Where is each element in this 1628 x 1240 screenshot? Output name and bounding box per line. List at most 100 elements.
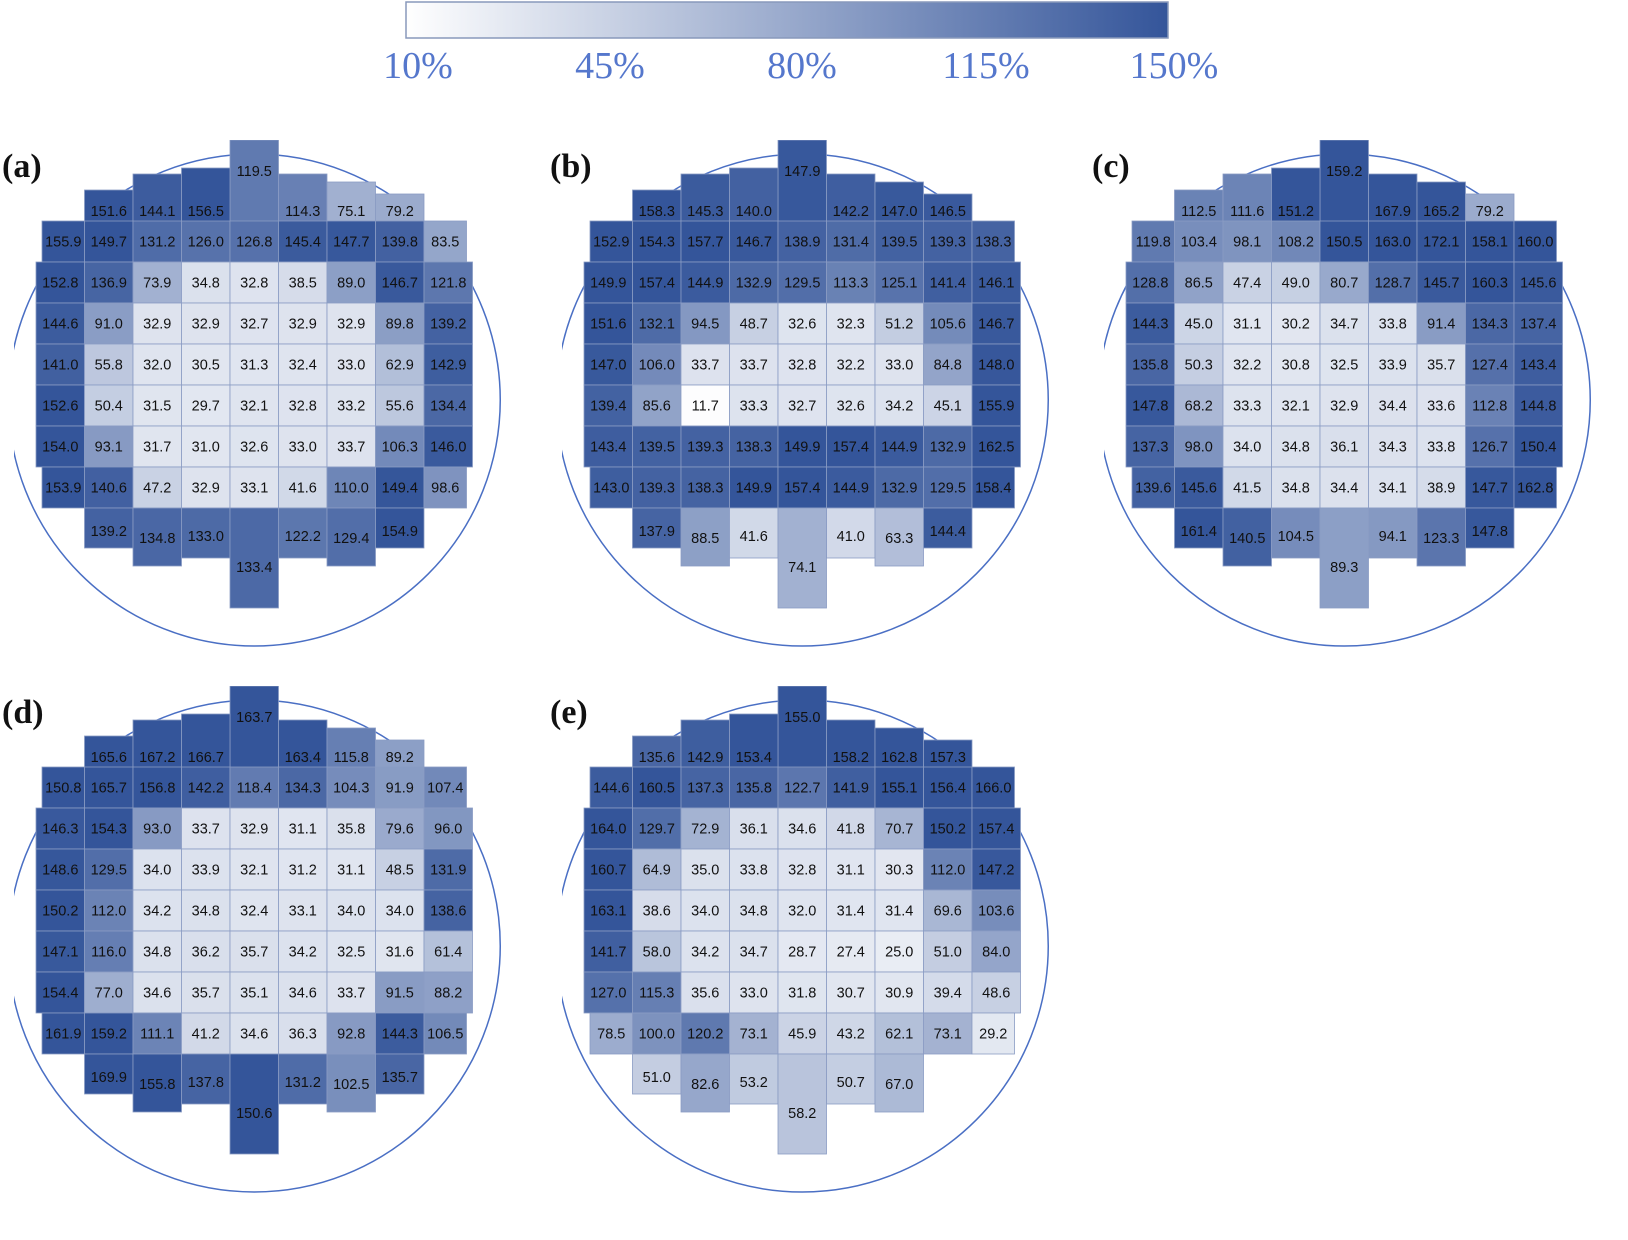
heatmap-cell bbox=[971, 302, 1021, 345]
heatmap-cell bbox=[84, 1012, 134, 1055]
heatmap-cell bbox=[632, 930, 682, 973]
heatmap-cell-value: 135.8 bbox=[736, 781, 772, 797]
heatmap-cell-value: 30.2 bbox=[1282, 317, 1310, 333]
heatmap-cell bbox=[1319, 139, 1369, 229]
heatmap-cell-value: 126.8 bbox=[236, 235, 272, 251]
heatmap-cell bbox=[375, 848, 425, 891]
heatmap-cell bbox=[729, 466, 779, 509]
heatmap-cell-value: 129.7 bbox=[639, 822, 675, 838]
heatmap-cell-value: 149.9 bbox=[736, 481, 772, 497]
heatmap-cell-value: 156.8 bbox=[139, 781, 175, 797]
heatmap-cell-value: 79.2 bbox=[386, 204, 414, 220]
heatmap-cell-value: 34.0 bbox=[386, 904, 414, 920]
heatmap-cell bbox=[84, 261, 134, 304]
heatmap-cell-value: 96.0 bbox=[434, 822, 462, 838]
heatmap-cell-value: 147.2 bbox=[978, 863, 1014, 879]
heatmap-cell bbox=[680, 507, 730, 567]
heatmap-cell bbox=[826, 425, 876, 468]
heatmap-cell-value: 129.4 bbox=[333, 531, 369, 547]
heatmap-cell bbox=[874, 971, 924, 1014]
heatmap-cell bbox=[632, 466, 682, 509]
heatmap-cell bbox=[1174, 343, 1224, 386]
heatmap-cell bbox=[278, 343, 328, 386]
heatmap-cell-value: 32.2 bbox=[837, 358, 865, 374]
heatmap-cell-value: 33.2 bbox=[337, 399, 365, 415]
heatmap-cell bbox=[1465, 425, 1515, 468]
heatmap-cell-value: 38.6 bbox=[643, 904, 671, 920]
heatmap-cell-value: 155.0 bbox=[784, 710, 820, 726]
heatmap-cell-value: 91.0 bbox=[95, 317, 123, 333]
heatmap-cell bbox=[632, 425, 682, 468]
heatmap-cell-value: 110.0 bbox=[334, 481, 369, 497]
heatmap-cell-value: 154.3 bbox=[91, 822, 127, 838]
heatmap-cell-value: 35.6 bbox=[691, 986, 719, 1002]
heatmap-cell-value: 55.8 bbox=[95, 358, 123, 374]
heatmap-cell bbox=[971, 425, 1021, 468]
heatmap-cell-value: 27.4 bbox=[837, 945, 865, 961]
heatmap-cell-value: 32.8 bbox=[788, 358, 816, 374]
heatmap-cell-value: 33.9 bbox=[192, 863, 220, 879]
heatmap-cell bbox=[181, 425, 231, 468]
heatmap-cell-value: 120.2 bbox=[687, 1027, 723, 1043]
heatmap-cell-value: 159.2 bbox=[91, 1027, 127, 1043]
heatmap-cell-value: 34.0 bbox=[1233, 440, 1261, 456]
heatmap-cell-value: 41.6 bbox=[740, 529, 768, 545]
heatmap-cell-value: 131.9 bbox=[430, 863, 466, 879]
heatmap-cell-value: 69.6 bbox=[934, 904, 962, 920]
heatmap-cell bbox=[923, 507, 973, 549]
heatmap-cell-value: 162.8 bbox=[1517, 481, 1553, 497]
colorbar-tick-label: 115% bbox=[942, 45, 1030, 87]
heatmap-cell-value: 122.7 bbox=[784, 781, 820, 797]
heatmap-cell-value: 132.9 bbox=[930, 440, 966, 456]
heatmap-cell bbox=[923, 302, 973, 345]
heatmap-cell bbox=[971, 466, 1015, 509]
heatmap-cell-value: 145.6 bbox=[1181, 481, 1217, 497]
heatmap-cell-value: 48.7 bbox=[740, 317, 768, 333]
heatmap-cell bbox=[1368, 261, 1418, 304]
heatmap-cell-value: 34.2 bbox=[885, 399, 913, 415]
heatmap-cell-value: 34.3 bbox=[1379, 440, 1407, 456]
heatmap-cell bbox=[1513, 466, 1557, 509]
heatmap-cell bbox=[874, 425, 924, 468]
heatmap-cell-value: 61.4 bbox=[434, 945, 462, 961]
heatmap-cell-value: 34.0 bbox=[691, 904, 719, 920]
heatmap-cell-value: 157.4 bbox=[784, 481, 820, 497]
heatmap-cell bbox=[278, 807, 328, 850]
heatmap-cell bbox=[35, 302, 85, 345]
heatmap-cell bbox=[375, 425, 425, 468]
heatmap-cell-value: 86.5 bbox=[1185, 276, 1213, 292]
heatmap-cell bbox=[1271, 261, 1321, 304]
heatmap-cell-value: 32.4 bbox=[289, 358, 317, 374]
heatmap-cell bbox=[41, 766, 85, 809]
heatmap-cell bbox=[826, 261, 876, 304]
heatmap-cell-value: 25.0 bbox=[885, 945, 913, 961]
heatmap-cell bbox=[1416, 220, 1466, 263]
heatmap-cell bbox=[1319, 343, 1369, 386]
heatmap-cell-value: 169.9 bbox=[91, 1070, 127, 1086]
heatmap-cell bbox=[1222, 466, 1272, 509]
heatmap-cell-value: 43.2 bbox=[837, 1027, 865, 1043]
heatmap-cell bbox=[632, 1053, 682, 1095]
heatmap-cell-value: 103.4 bbox=[1181, 235, 1217, 251]
wafer-map: 155.0 135.6 142.9 153.4 158.2 162.8 157.3 144.6… bbox=[555, 685, 1049, 1193]
heatmap-cell bbox=[326, 466, 376, 509]
heatmap-cell-value: 36.1 bbox=[740, 822, 768, 838]
heatmap-cell-value: 36.1 bbox=[1330, 440, 1358, 456]
heatmap-cell bbox=[35, 343, 85, 386]
heatmap-cell-value: 132.1 bbox=[639, 317, 675, 333]
panel-label: (c) bbox=[1092, 148, 1130, 185]
heatmap-cell bbox=[874, 261, 924, 304]
heatmap-cell bbox=[777, 507, 827, 609]
heatmap-cell-value: 32.9 bbox=[192, 317, 220, 333]
heatmap-cell bbox=[583, 930, 633, 973]
heatmap-cell-value: 75.1 bbox=[337, 204, 365, 220]
heatmap-cell-value: 154.4 bbox=[42, 986, 78, 1002]
heatmap-cell-value: 39.4 bbox=[934, 986, 962, 1002]
heatmap-cell bbox=[632, 971, 682, 1014]
heatmap-cell bbox=[278, 425, 328, 468]
heatmap-cell-value: 41.0 bbox=[837, 529, 865, 545]
heatmap-cell-value: 31.3 bbox=[240, 358, 268, 374]
heatmap-cell-value: 100.0 bbox=[639, 1027, 675, 1043]
heatmap-cell bbox=[375, 507, 425, 549]
heatmap-cell bbox=[1465, 220, 1515, 263]
